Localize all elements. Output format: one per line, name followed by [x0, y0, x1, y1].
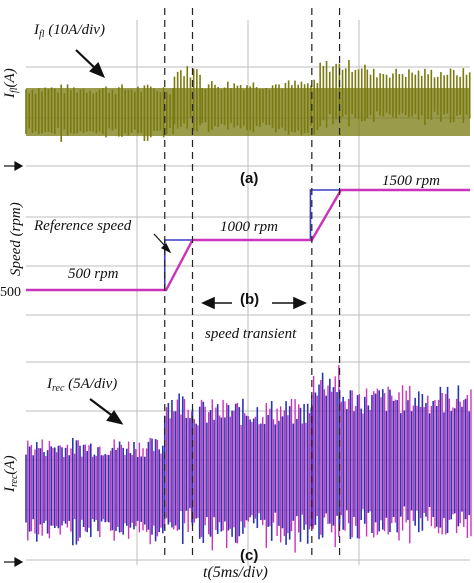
actual-speed-line — [26, 188, 470, 292]
panel-b-ylabel: Speed (rpm) — [8, 202, 24, 276]
label-1000-rpm: 1000 rpm — [220, 219, 278, 235]
label-1500-rpm: 1500 rpm — [382, 173, 440, 189]
panel-a-annotation: Ifl (10A/div) — [33, 22, 105, 40]
panel-a-waveform — [25, 59, 471, 142]
panel-c-annotation: Irec (5A/div) — [46, 376, 117, 394]
reference-speed-arrow — [153, 233, 172, 254]
speed-transient-label: speed transient — [205, 326, 297, 342]
panel-c-ylabel: Irec(A) — [2, 455, 20, 493]
panel-a-arrow — [75, 49, 106, 79]
label-500-rpm: 500 rpm — [68, 266, 119, 282]
reference-speed-label: Reference speed — [33, 218, 132, 234]
panel-a-label: (a) — [240, 170, 258, 187]
panel-b-tick-500: 500 — [0, 285, 21, 300]
speed-transient-arrows — [201, 296, 307, 310]
panel-c-arrow — [89, 398, 124, 425]
panel-c-waveform — [25, 365, 472, 553]
dashed-markers — [164, 8, 341, 560]
panel-b-label: (b) — [240, 291, 259, 308]
panel-c-label: (c) — [240, 547, 258, 564]
panel-a-ylabel: Ifl(A) — [2, 68, 20, 99]
axis-arrows — [4, 160, 24, 568]
panel-b-speed — [26, 188, 470, 292]
x-axis-label: t(5ms/div) — [203, 564, 268, 581]
